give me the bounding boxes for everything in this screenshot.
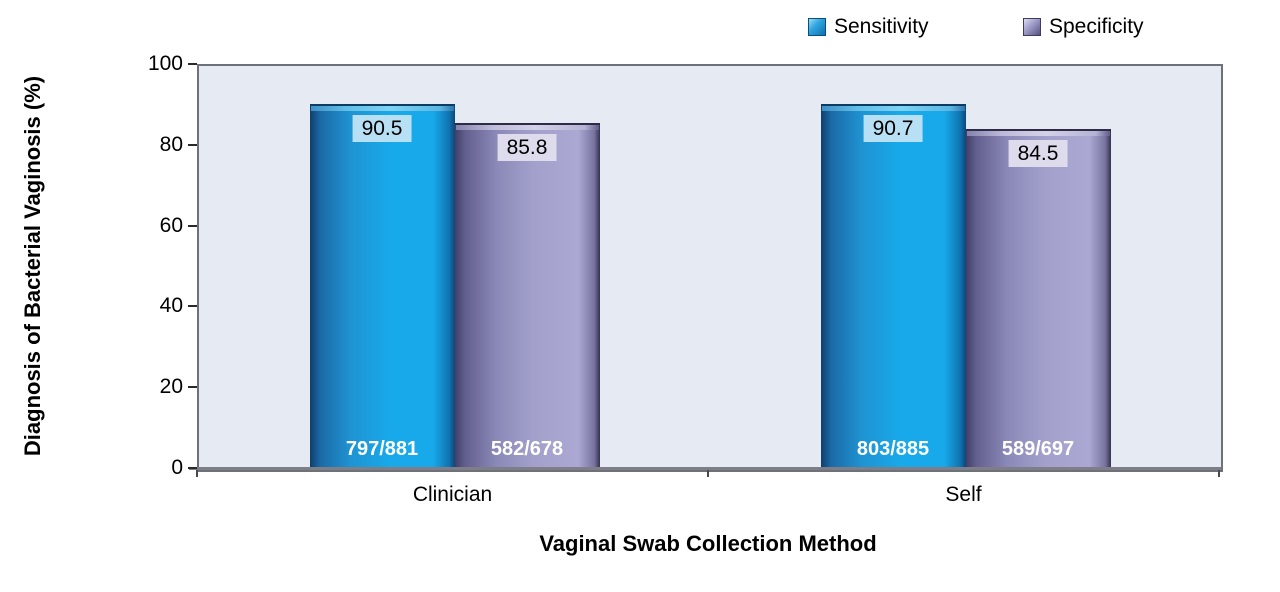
- bar-sensitivity-self: 90.7 803/885: [820, 103, 966, 470]
- legend-label-specificity: Specificity: [1049, 15, 1144, 38]
- value-label: 90.5: [352, 115, 412, 143]
- bar-specificity-clinician: 85.8 582/678: [454, 123, 600, 470]
- plot-area: 90.5 797/881 85.8 582/678 90.7 803/885 84.5 589…: [197, 64, 1223, 472]
- y-axis-title: Diagnosis of Bacterial Vaginosis (%): [20, 75, 45, 457]
- y-tick-mark: [188, 63, 197, 65]
- y-tick-mark: [188, 467, 197, 469]
- fraction-label: 582/678: [490, 438, 564, 460]
- y-tick-mark: [188, 143, 197, 146]
- value-label: 84.5: [1008, 139, 1068, 167]
- y-tick-mark: [188, 224, 197, 227]
- x-category-label: Clinician: [412, 483, 493, 506]
- sensitivity-swatch-icon: [808, 18, 826, 36]
- fraction-label: 803/885: [856, 438, 930, 460]
- fraction-label: 589/697: [1001, 438, 1075, 460]
- x-tick-mark: [196, 470, 198, 477]
- y-tick-label: 20: [159, 375, 183, 399]
- y-tick-label: 100: [147, 52, 183, 75]
- x-axis-title: Vaginal Swab Collection Method: [539, 531, 877, 556]
- legend-item-specificity: Specificity: [1023, 16, 1144, 38]
- fraction-label: 797/881: [345, 438, 419, 460]
- specificity-swatch-icon: [1023, 18, 1041, 36]
- legend-item-sensitivity: Sensitivity: [808, 16, 929, 38]
- bar-specificity-self: 84.5 589/697: [965, 128, 1111, 470]
- legend-label-sensitivity: Sensitivity: [834, 15, 929, 38]
- x-axis-line: [189, 467, 1221, 470]
- y-tick-label: 40: [159, 294, 183, 318]
- y-tick-mark: [188, 305, 197, 308]
- y-tick-mark: [188, 386, 197, 389]
- x-category-label: Self: [945, 483, 982, 506]
- y-tick-label: 0: [171, 456, 183, 479]
- y-tick-label: 60: [159, 213, 183, 237]
- y-tick-label: 80: [159, 132, 183, 156]
- bar-sensitivity-clinician: 90.5 797/881: [309, 104, 455, 470]
- value-label: 85.8: [497, 134, 557, 162]
- x-tick-mark: [1218, 470, 1220, 477]
- value-label: 90.7: [863, 114, 923, 142]
- x-tick-mark: [707, 470, 709, 477]
